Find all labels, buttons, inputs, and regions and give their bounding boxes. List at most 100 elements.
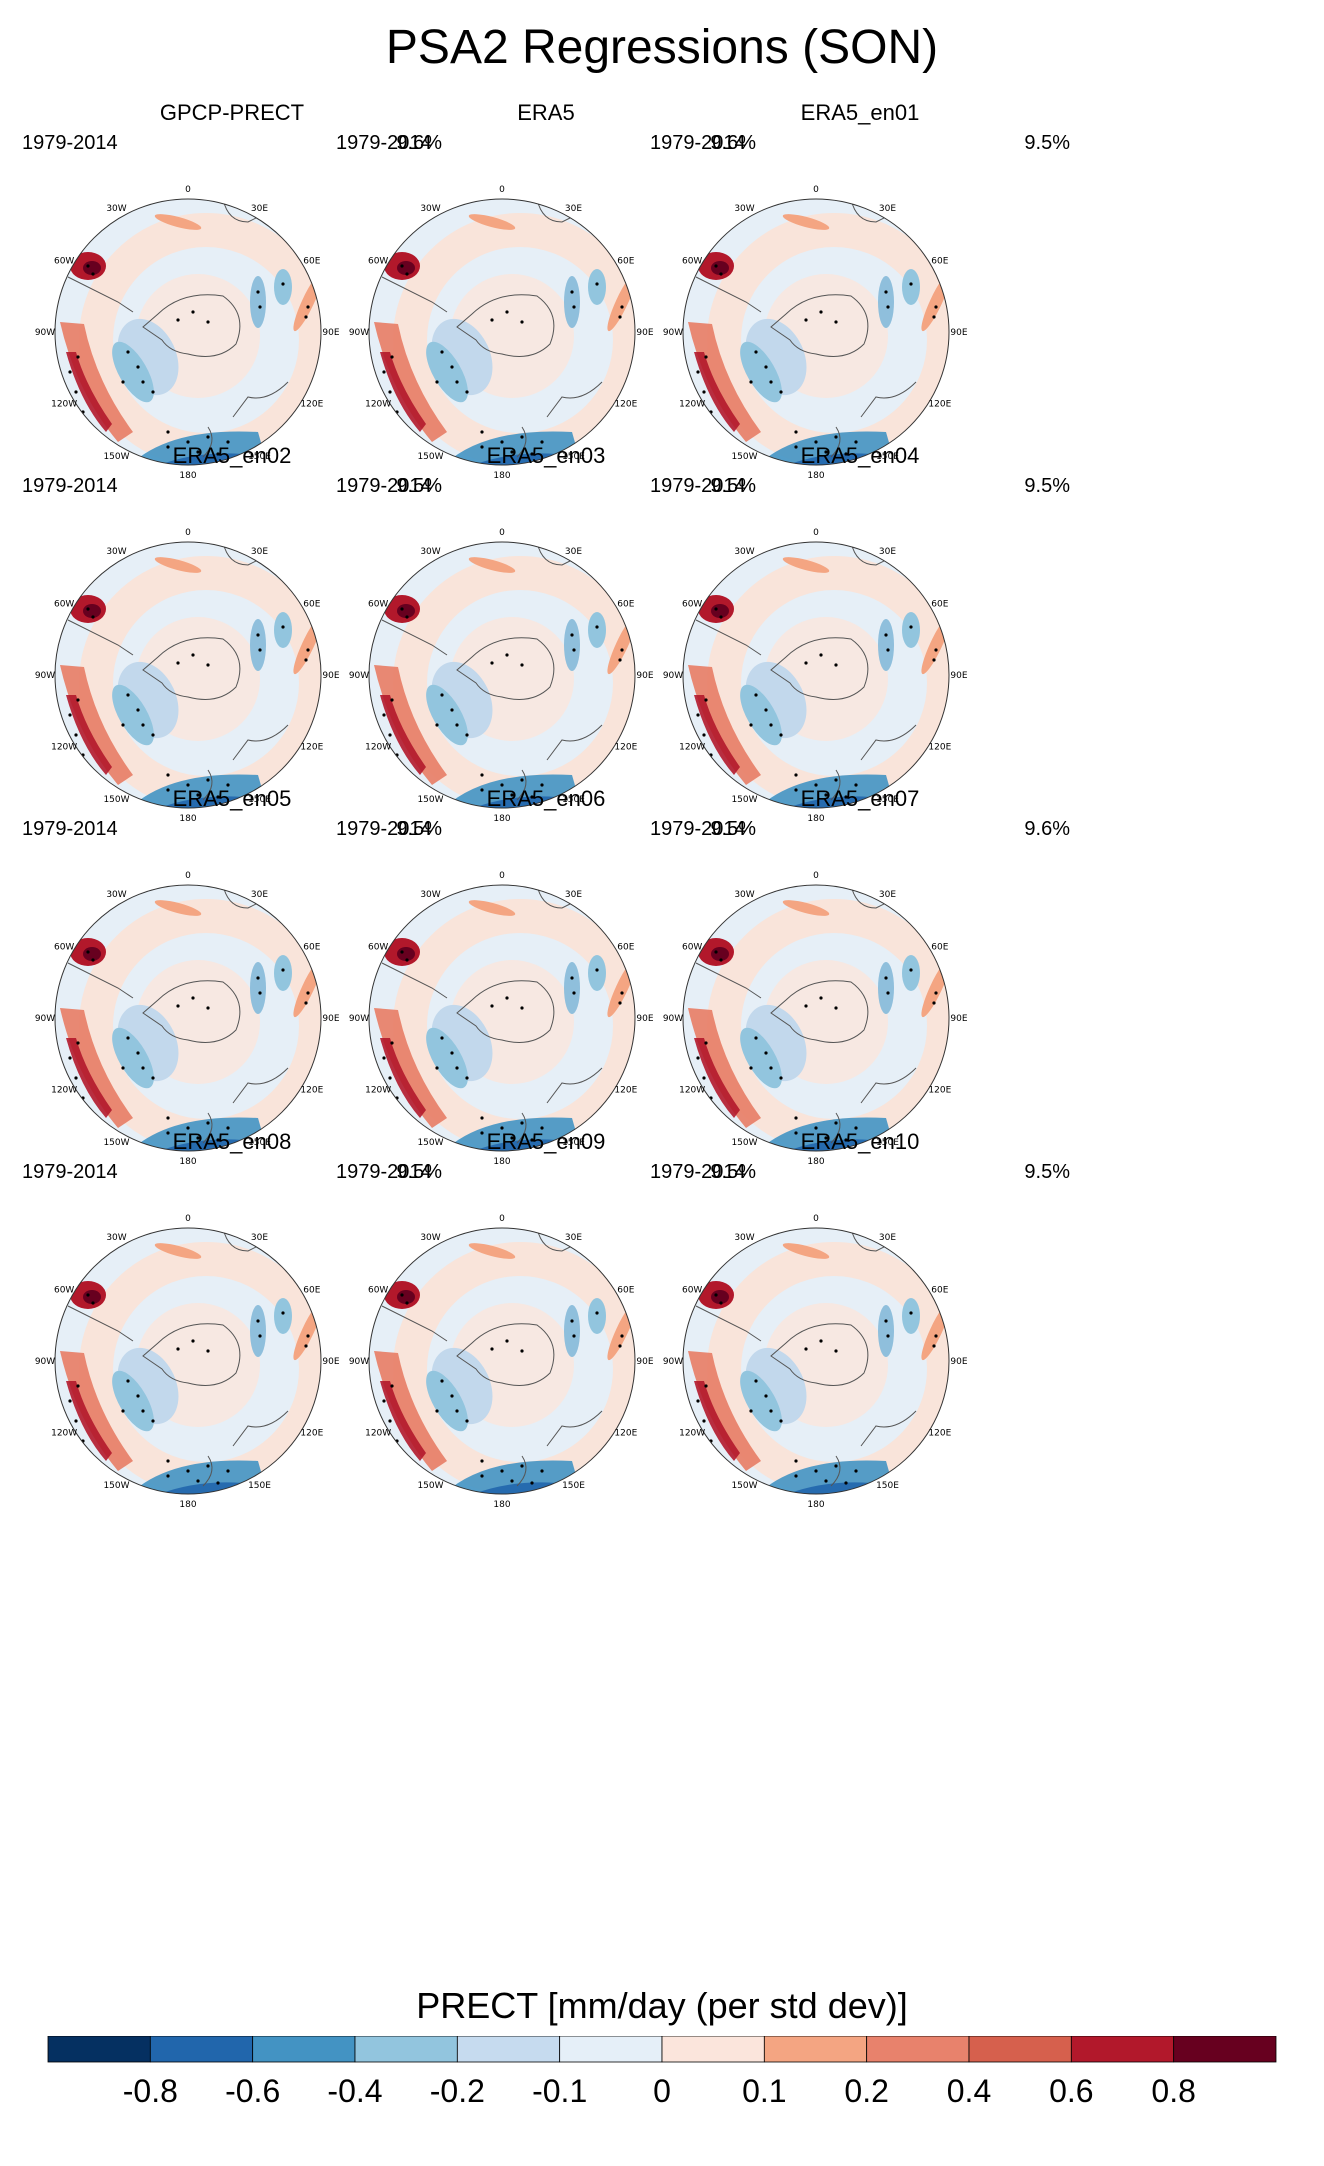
longitude-label: 150E — [248, 1481, 271, 1491]
longitude-label: 0 — [185, 185, 191, 195]
longitude-label: 60W — [368, 1286, 388, 1296]
map-panel: ERA5_en07 1979-2014 9.6% 0 30E 60E 90E 120E 150E… — [650, 786, 1070, 1256]
longitude-label: 150E — [562, 1138, 585, 1148]
longitude-label: 60W — [682, 943, 702, 953]
longitude-label: 150E — [876, 1138, 899, 1148]
longitude-label: 90W — [663, 1014, 683, 1024]
panel-variance-percent: 9.5% — [396, 818, 442, 840]
map-panel: ERA5_en06 1979-2014 9.5% 0 30E 60E 90E 120E 150E… — [336, 786, 756, 1256]
longitude-label: 60E — [931, 943, 948, 953]
colorbar-tick-label: -0.6 — [225, 2073, 280, 2109]
longitude-label: 30E — [879, 547, 896, 557]
longitude-label: 30E — [251, 547, 268, 557]
colorbar-tick-label: -0.1 — [532, 2073, 587, 2109]
longitude-label: 60W — [54, 600, 74, 610]
panel-title: ERA5 — [517, 100, 575, 125]
longitude-label: 180 — [179, 471, 196, 481]
colorbar-tick-label: 0 — [653, 2073, 671, 2109]
precip-field — [369, 885, 635, 1151]
panel-variance-percent: 9.6% — [710, 132, 756, 154]
longitude-label: 150E — [562, 1481, 585, 1491]
colorbar-tick-label: -0.2 — [430, 2073, 485, 2109]
longitude-label: 120W — [365, 1429, 391, 1439]
longitude-label: 60W — [54, 943, 74, 953]
longitude-label: 30W — [106, 547, 126, 557]
map-panel: ERA5_en01 1979-2014 9.5% 0 30E 60E 90E 120E 150E… — [650, 100, 1070, 570]
longitude-label: 30W — [106, 890, 126, 900]
longitude-label: 0 — [499, 185, 505, 195]
polar-map: 0 30E 60E 90E 120E 150E 180 150W 120W 90W 60W 30W — [663, 1214, 968, 1510]
longitude-label: 90E — [636, 671, 653, 681]
longitude-label: 120E — [300, 743, 323, 753]
panel-period: 1979-2014 — [22, 818, 118, 840]
panel-title: ERA5_en10 — [800, 1129, 920, 1154]
colorbar: -0.8 -0.6 -0.4 -0.2 -0.1 0 0.1 0.2 0.4 0.6 0.8 — [47, 2036, 1277, 2109]
longitude-label: 90W — [349, 671, 369, 681]
panel-title: ERA5_en01 — [800, 100, 920, 125]
longitude-label: 90W — [349, 328, 369, 338]
longitude-label: 120W — [51, 743, 77, 753]
longitude-label: 90E — [950, 671, 967, 681]
panel-period: 1979-2014 — [650, 475, 746, 497]
precip-field — [369, 542, 635, 808]
panel-variance-percent: 9.5% — [396, 475, 442, 497]
polar-map: 0 30E 60E 90E 120E 150E 180 150W 120W 90W 60W 30W — [663, 185, 968, 481]
colorbar-tick-label: 0.6 — [1049, 2073, 1093, 2109]
longitude-label: 60W — [368, 257, 388, 267]
polar-map: 0 30E 60E 90E 120E 150E 180 150W 120W 90W 60W 30W — [349, 528, 654, 824]
longitude-label: 30W — [420, 547, 440, 557]
longitude-label: 90W — [35, 1014, 55, 1024]
longitude-label: 150E — [876, 452, 899, 462]
map-boundary — [682, 198, 950, 466]
longitude-label: 30E — [565, 204, 582, 214]
longitude-label: 90W — [35, 671, 55, 681]
colorbar-title: PRECT [mm/day (per std dev)] — [416, 1985, 908, 2026]
longitude-label: 30E — [879, 204, 896, 214]
longitude-label: 30W — [420, 204, 440, 214]
longitude-label: 120E — [614, 400, 637, 410]
longitude-label: 150E — [248, 795, 271, 805]
panel-title: GPCP-PRECT — [159, 100, 305, 125]
longitude-label: 120W — [365, 1086, 391, 1096]
longitude-label: 120W — [51, 1429, 77, 1439]
precip-field — [369, 1228, 635, 1494]
longitude-label: 0 — [499, 1214, 505, 1224]
colorbar-tick-label: -0.4 — [327, 2073, 382, 2109]
panel-variance-percent: 9.5% — [710, 475, 756, 497]
longitude-label: 120E — [928, 400, 951, 410]
longitude-label: 60E — [617, 1286, 634, 1296]
longitude-label: 60E — [617, 600, 634, 610]
colorbar-swatch — [1070, 2036, 1175, 2063]
panel-period: 1979-2014 — [336, 132, 432, 154]
longitude-label: 30W — [734, 547, 754, 557]
longitude-label: 90E — [322, 1014, 339, 1024]
longitude-label: 30W — [734, 1233, 754, 1243]
map-boundary — [54, 541, 322, 809]
map-boundary — [54, 1227, 322, 1495]
longitude-label: 60W — [54, 1286, 74, 1296]
longitude-label: 90W — [35, 1357, 55, 1367]
longitude-label: 150E — [876, 1481, 899, 1491]
panel-period: 1979-2014 — [22, 475, 118, 497]
precip-field — [369, 199, 635, 465]
map-panel: ERA5_en03 1979-2014 9.5% 0 30E 60E 90E 120E 150E… — [336, 443, 756, 913]
map-boundary — [368, 1227, 636, 1495]
map-panel: ERA5_en05 1979-2014 9.5% 0 30E 60E 90E 120E 150E… — [22, 786, 442, 1256]
panel-variance-percent: 9.6% — [396, 132, 442, 154]
longitude-label: 120E — [300, 1086, 323, 1096]
longitude-label: 180 — [807, 814, 824, 824]
longitude-label: 60E — [931, 1286, 948, 1296]
longitude-label: 30W — [106, 204, 126, 214]
longitude-label: 150W — [417, 452, 443, 462]
longitude-label: 180 — [493, 1500, 510, 1510]
polar-map: 0 30E 60E 90E 120E 150E 180 150W 120W 90W 60W 30W — [349, 1214, 654, 1510]
panel-period: 1979-2014 — [336, 1161, 432, 1183]
panel-period: 1979-2014 — [22, 132, 118, 154]
map-panel: ERA5_en04 1979-2014 9.5% 0 30E 60E 90E 120E 150E… — [650, 443, 1070, 913]
polar-map: 0 30E 60E 90E 120E 150E 180 150W 120W 90W 60W 30W — [663, 528, 968, 824]
panel-title: ERA5_en06 — [486, 786, 606, 811]
longitude-label: 60W — [682, 257, 702, 267]
colorbar-swatch — [149, 2036, 254, 2063]
longitude-label: 90W — [35, 328, 55, 338]
longitude-label: 150W — [103, 795, 129, 805]
